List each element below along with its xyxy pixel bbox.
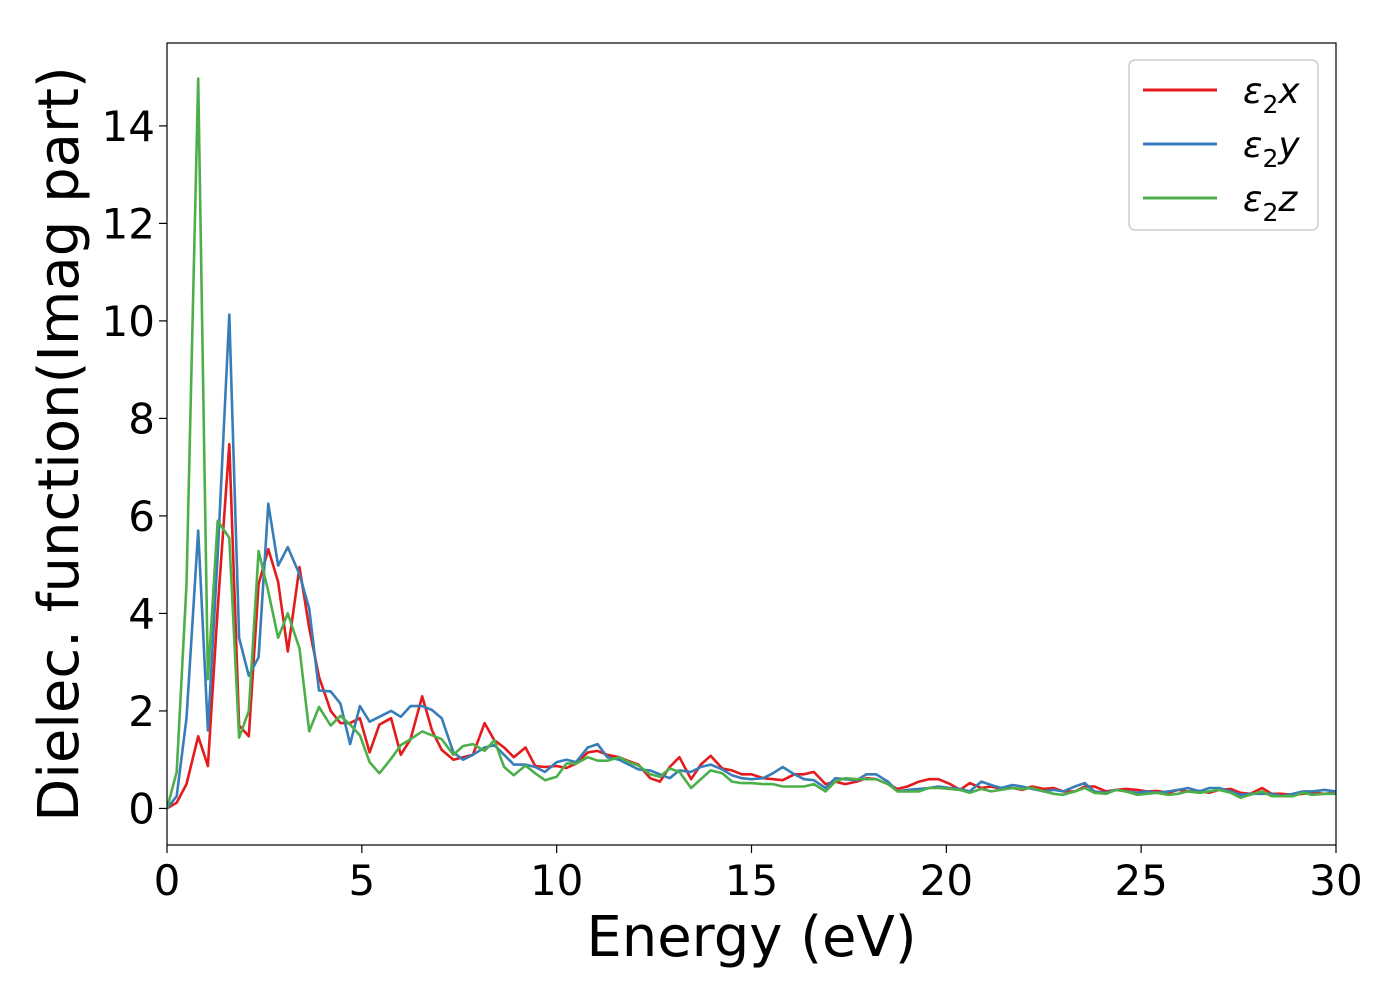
y-tick-label: 6 <box>128 492 155 541</box>
y-tick-label: 2 <box>128 687 155 736</box>
y-tick-label: 8 <box>128 394 155 443</box>
legend-label-z: ε2z <box>1243 179 1298 227</box>
x-tick-label: 10 <box>530 856 583 905</box>
y-axis-ticks: 0 2 4 6 8 10 12 14 <box>102 102 167 833</box>
legend: ε2x ε2y ε2z <box>1128 59 1319 231</box>
y-tick-label: 10 <box>102 297 155 346</box>
y-tick-label: 14 <box>102 102 155 151</box>
legend-label-x: ε2x <box>1243 71 1300 119</box>
x-tick-label: 15 <box>725 856 778 905</box>
series-line-x <box>167 442 1336 810</box>
y-axis-label: Dielec. function(Imag part) <box>27 66 92 822</box>
legend-box <box>1128 59 1319 231</box>
x-tick-label: 30 <box>1309 856 1362 905</box>
y-tick-label: 12 <box>102 199 155 248</box>
x-tick-label: 25 <box>1114 856 1167 905</box>
y-tick-label: 0 <box>128 784 155 833</box>
series-layer <box>167 77 1336 810</box>
x-tick-label: 20 <box>920 856 973 905</box>
series-line-y <box>167 313 1336 810</box>
x-axis-label: Energy (eV) <box>586 905 916 970</box>
x-tick-label: 0 <box>154 856 181 905</box>
legend-label-y: ε2y <box>1243 125 1300 173</box>
x-tick-label: 5 <box>348 856 375 905</box>
y-tick-label: 4 <box>128 589 155 638</box>
series-line-z <box>167 77 1336 809</box>
plot-area <box>166 42 1337 846</box>
x-axis-ticks: 0 5 10 15 20 25 30 <box>154 845 1363 905</box>
